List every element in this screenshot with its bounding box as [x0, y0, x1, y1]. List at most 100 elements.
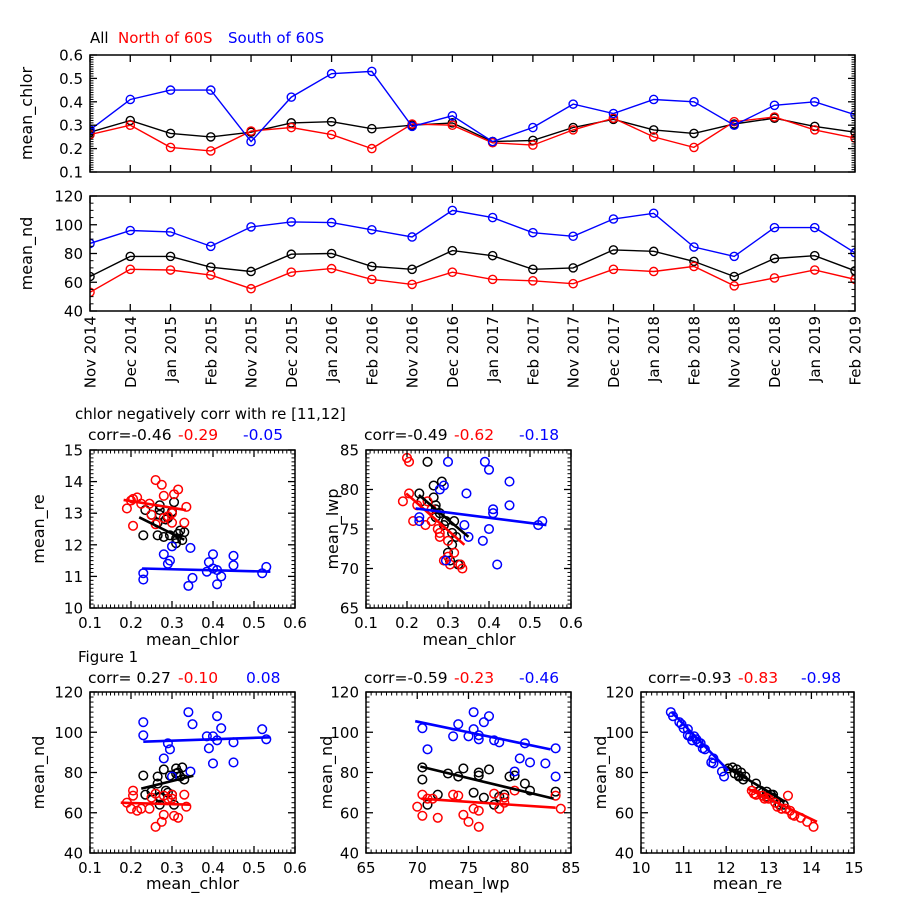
- data-marker-north: [165, 142, 176, 153]
- scatter-point-all: [473, 767, 484, 778]
- data-marker-north: [608, 264, 619, 275]
- scatter-point-all: [179, 527, 190, 538]
- data-marker-all: [689, 128, 699, 139]
- data-marker-north: [326, 263, 337, 274]
- data-marker-all: [850, 265, 855, 276]
- x-tick-label: 0.5: [242, 859, 266, 877]
- sc-nd-re-xlabel: mean_re: [713, 874, 782, 894]
- x-tick-label: 0.5: [242, 614, 266, 632]
- scatter-point-south: [461, 488, 472, 499]
- scatter-point-north: [156, 479, 167, 490]
- scatter-point-north: [453, 790, 464, 801]
- data-marker-all: [326, 248, 337, 259]
- data-marker-north: [689, 261, 699, 272]
- data-marker-north: [447, 267, 458, 277]
- corr-nd-re-all: corr=-0.93: [648, 669, 732, 687]
- scatter-point-south: [719, 771, 730, 782]
- scatter-point-south: [695, 738, 706, 749]
- data-marker-south: [447, 111, 458, 121]
- scatter-point-south: [442, 456, 454, 467]
- data-marker-north: [809, 265, 820, 275]
- scatter-point-north: [397, 496, 408, 507]
- y-tick-label: 80: [340, 764, 359, 782]
- data-marker-north: [367, 274, 377, 285]
- data-marker-north: [205, 146, 216, 156]
- panel-frame: [365, 691, 572, 854]
- month-tick-label: Nov 2015: [243, 316, 261, 388]
- scatter-point-all: [140, 789, 151, 800]
- series-line-south: [90, 209, 855, 258]
- scatter-point-north: [442, 535, 454, 546]
- sc-lwp-chlor-xlabel: mean_chlor: [422, 630, 516, 650]
- month-tick-label: Dec 2014: [122, 316, 140, 388]
- y-tick-label: 120: [54, 188, 83, 206]
- scatter-point-north: [128, 785, 139, 796]
- data-marker-all: [205, 132, 216, 142]
- corr-nd-chlor-south: 0.08: [246, 669, 281, 687]
- scatter-point-all: [550, 786, 561, 797]
- data-marker-south: [608, 214, 619, 224]
- data-marker-south: [487, 212, 498, 223]
- corr-nd-lwp-south: -0.46: [519, 669, 559, 687]
- scatter-point-south: [468, 707, 479, 718]
- scatter-point-north: [457, 563, 468, 574]
- data-marker-south: [689, 242, 699, 252]
- x-tick-label: 0.3: [436, 614, 460, 632]
- scatter-point-north: [463, 816, 474, 827]
- corr-lwp-chlor-north: -0.62: [454, 426, 494, 444]
- y-tick-label: 85: [340, 442, 359, 460]
- scatter-point-all: [417, 774, 428, 785]
- panel-scatter-mean_re-vs-mean_chlor: 10 11 12 13 14 15 0.1 0.2 0.3 0.4 0.5 0.6: [64, 442, 307, 633]
- scatter-point-south: [438, 480, 449, 491]
- corr-nd-lwp-all: corr=-0.59: [364, 669, 448, 687]
- x-tick-label: 0.2: [119, 614, 143, 632]
- scatter-point-south: [417, 723, 428, 734]
- data-marker-south: [648, 208, 659, 219]
- data-marker-all: [367, 261, 377, 272]
- data-marker-south: [568, 231, 578, 242]
- scatter-point-north: [550, 790, 561, 801]
- data-marker-all: [246, 266, 256, 277]
- trend-line-all: [138, 516, 185, 541]
- data-marker-all: [447, 245, 458, 256]
- data-marker-north: [809, 125, 820, 135]
- scatter-point-south: [489, 735, 500, 746]
- scatter-point-south: [483, 523, 495, 535]
- scatter-point-north: [489, 788, 500, 799]
- y-tick-label: 60: [64, 804, 83, 822]
- scatter-point-north: [181, 501, 192, 512]
- y-tick-label: 75: [340, 521, 359, 539]
- y-tick-label: 100: [54, 724, 83, 742]
- panel-ts-mean_chlor: 0.1 0.2 0.3 0.4 0.5 0.6: [59, 47, 856, 182]
- scatter-point-south: [216, 723, 227, 734]
- x-tick-label: 12: [717, 859, 736, 877]
- data-marker-north: [407, 279, 417, 290]
- scatter-point-north: [449, 547, 460, 558]
- scatter-point-south: [453, 719, 464, 730]
- y-tick-label: 0.1: [59, 164, 83, 182]
- x-tick-label: 85: [561, 859, 580, 877]
- month-tick-label: Dec 2015: [283, 316, 301, 388]
- scatter-point-north: [417, 810, 428, 821]
- scatter-point-north: [158, 790, 169, 801]
- data-marker-north: [648, 132, 659, 142]
- ts-chlor-ylabel: mean_chlor: [17, 67, 37, 161]
- data-marker-all: [125, 251, 136, 262]
- scatter-point-north: [125, 803, 137, 814]
- scatter-point-north: [422, 496, 433, 507]
- y-tick-label: 40: [340, 845, 359, 863]
- scatter-point-north: [150, 474, 161, 486]
- scatter-point-north: [757, 790, 768, 801]
- data-marker-south: [407, 232, 417, 242]
- scatter-point-north: [158, 809, 169, 820]
- scatter-point-south: [138, 717, 149, 728]
- x-tick-label: 10: [631, 859, 650, 877]
- scatter-point-all: [519, 778, 530, 789]
- scatter-point-south: [463, 531, 474, 542]
- scatter-point-south: [414, 516, 425, 527]
- scatter-point-south: [228, 560, 239, 571]
- data-marker-south: [528, 227, 538, 238]
- data-marker-north: [246, 283, 256, 294]
- data-marker-north: [326, 129, 337, 140]
